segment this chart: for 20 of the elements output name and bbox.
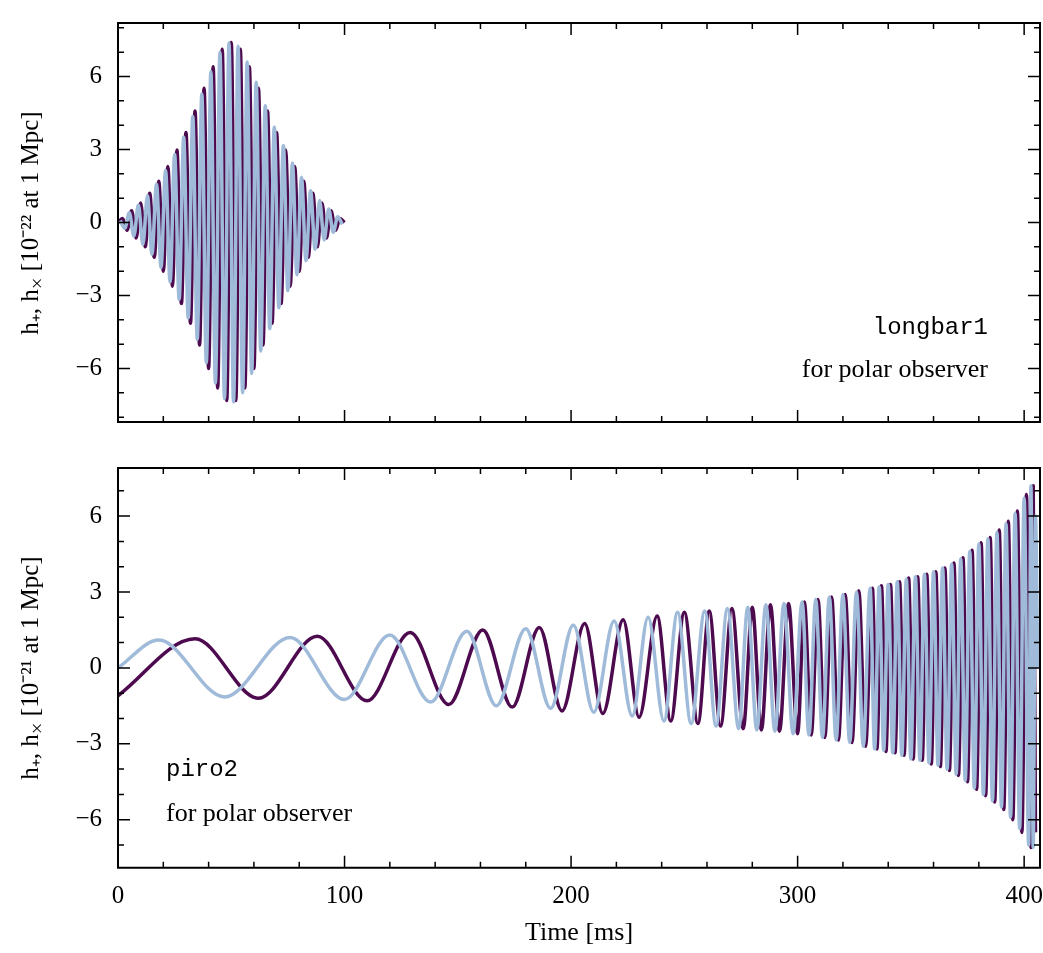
x-tick-label: 200 <box>552 881 590 909</box>
x-axis-title: Time [ms] <box>524 917 634 947</box>
y-tick-label: 6 <box>89 61 102 89</box>
x-tick-label: 300 <box>778 881 817 909</box>
y-tick-label: 6 <box>89 500 102 528</box>
annotation: for polar observer <box>166 797 353 827</box>
y-tick-label: 0 <box>89 652 102 680</box>
y-tick-label: −3 <box>75 728 102 756</box>
x-tick-label: 100 <box>325 881 364 909</box>
x-tick-label: 0 <box>111 881 125 909</box>
y-tick-label: 3 <box>89 576 102 604</box>
y-tick-label: −6 <box>75 804 102 832</box>
y-tick-label: 3 <box>89 134 102 162</box>
x-tick-label: 400 <box>1005 881 1043 909</box>
y-tick-label: −3 <box>75 280 102 308</box>
annotation: longbar1 <box>872 314 988 341</box>
annotation: for polar observer <box>801 354 989 383</box>
y-tick-label: −6 <box>75 353 102 381</box>
annotation: piro2 <box>166 755 239 783</box>
y-tick-label: 0 <box>89 207 102 235</box>
